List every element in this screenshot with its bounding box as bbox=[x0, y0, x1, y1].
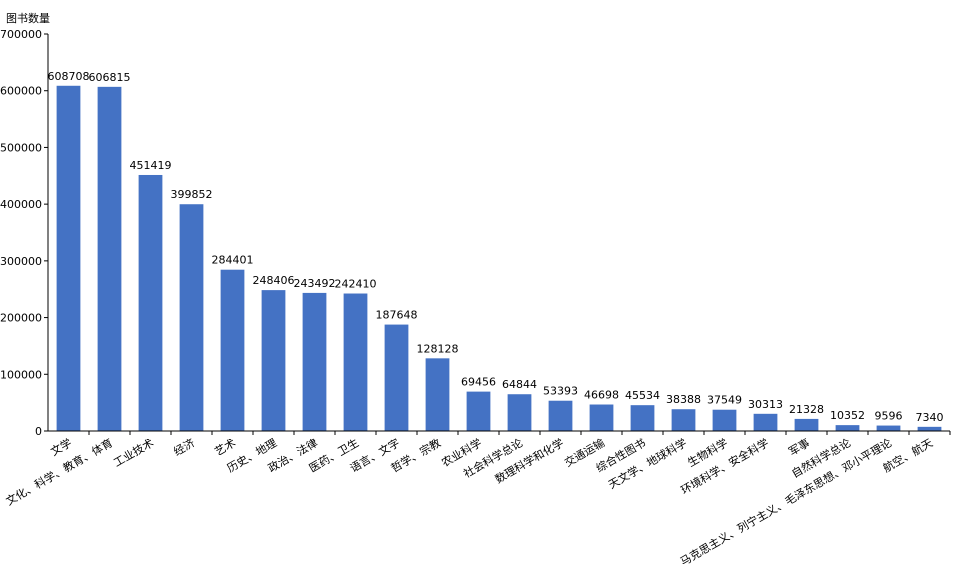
value-label: 69456 bbox=[461, 376, 496, 389]
bar bbox=[876, 425, 901, 431]
y-tick-label: 500000 bbox=[0, 141, 42, 154]
bar bbox=[630, 405, 655, 431]
bar bbox=[179, 204, 204, 431]
value-label: 399852 bbox=[171, 188, 213, 201]
y-axis-title: 图书数量 bbox=[6, 12, 50, 25]
value-label: 128128 bbox=[417, 342, 459, 355]
bar bbox=[220, 269, 245, 431]
bar bbox=[589, 404, 614, 431]
bars bbox=[56, 85, 942, 431]
value-label: 9596 bbox=[875, 410, 903, 423]
value-label: 248406 bbox=[253, 274, 295, 287]
value-label: 242410 bbox=[335, 278, 377, 291]
bar bbox=[835, 425, 860, 431]
value-label: 38388 bbox=[666, 393, 701, 406]
value-label: 243492 bbox=[294, 277, 336, 290]
x-tick-label: 工业技术 bbox=[111, 436, 156, 469]
x-tick-label: 军事 bbox=[786, 436, 812, 458]
bar bbox=[548, 400, 573, 431]
value-label: 7340 bbox=[916, 411, 944, 424]
x-tick-label: 艺术 bbox=[212, 436, 238, 458]
value-label: 30313 bbox=[748, 398, 783, 411]
value-label: 46698 bbox=[584, 389, 619, 402]
value-label: 608708 bbox=[48, 70, 90, 83]
value-label: 21328 bbox=[789, 403, 824, 416]
value-label: 187648 bbox=[376, 309, 418, 322]
y-axis: 0 100000 200000 300000 400000 500000 600000 700… bbox=[0, 28, 49, 438]
y-tick-label: 600000 bbox=[0, 85, 42, 98]
y-tick-label: 300000 bbox=[0, 255, 42, 268]
y-tick-label: 700000 bbox=[0, 28, 42, 41]
value-label: 606815 bbox=[89, 71, 131, 84]
value-label: 451419 bbox=[130, 159, 172, 172]
bar bbox=[712, 409, 737, 431]
bar bbox=[97, 86, 122, 431]
y-tick-label: 400000 bbox=[0, 198, 42, 211]
bar bbox=[507, 394, 532, 431]
x-tick-label: 经济 bbox=[171, 435, 197, 458]
value-label: 64844 bbox=[502, 378, 537, 391]
value-labels: 608708 606815 451419 399852 284401 248406 2434… bbox=[48, 70, 944, 424]
bar bbox=[425, 358, 450, 431]
bar bbox=[261, 290, 286, 431]
y-tick-label: 0 bbox=[35, 425, 42, 438]
bar bbox=[753, 413, 778, 431]
bar bbox=[302, 292, 327, 431]
bar bbox=[56, 85, 81, 431]
bar bbox=[343, 293, 368, 431]
x-tick-label: 文学 bbox=[48, 435, 74, 458]
value-label: 45534 bbox=[625, 389, 660, 402]
y-tick-label: 100000 bbox=[0, 368, 42, 381]
bar bbox=[917, 426, 942, 431]
value-label: 53393 bbox=[543, 385, 578, 398]
y-tick-label: 200000 bbox=[0, 312, 42, 325]
x-tick-label: 数理科学和化学 bbox=[492, 435, 566, 486]
bar bbox=[794, 418, 819, 431]
bar bbox=[384, 324, 409, 431]
bar bbox=[138, 174, 163, 431]
value-label: 37549 bbox=[707, 394, 742, 407]
value-label: 284401 bbox=[212, 254, 254, 267]
bar bbox=[671, 409, 696, 431]
bar bbox=[466, 391, 491, 431]
value-label: 10352 bbox=[830, 409, 865, 422]
